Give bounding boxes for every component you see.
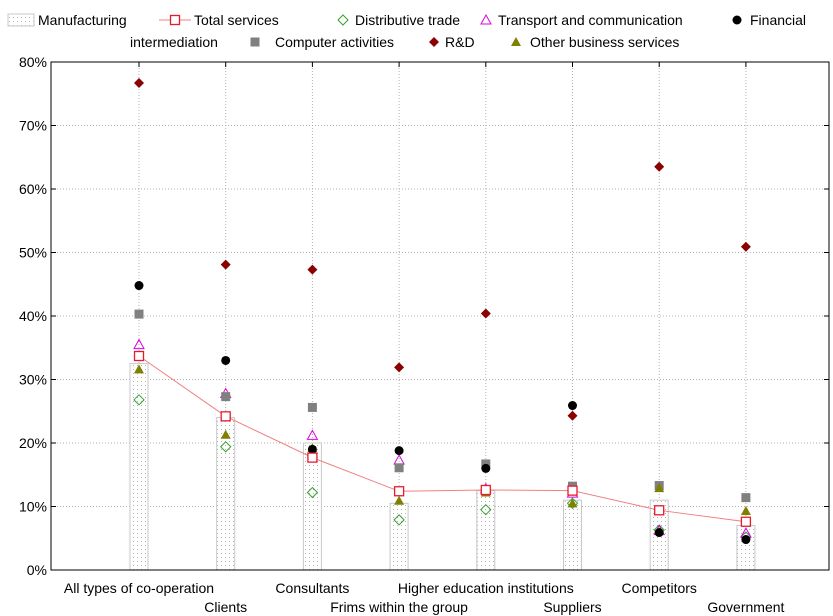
point-r-d [307,264,318,275]
point-computer-activities [307,402,317,412]
y-tick-label: 40% [19,308,47,324]
point-total-services [307,452,318,463]
legend-symbol [169,14,181,26]
point-financial-intermediation [481,463,491,473]
point-other-business-services [654,483,665,493]
point-r-d [567,410,578,421]
point-r-d [740,241,751,252]
point-financial-intermediation [654,528,664,538]
x-tick-label: Consultants [275,580,349,596]
point-other-business-services [134,364,144,374]
point-total-services [393,486,405,497]
bar-manufacturing [476,490,496,571]
legend-label: Computer activities [275,34,394,50]
legend-label: Manufacturing [38,12,127,28]
point-total-services [220,411,231,422]
point-r-d [480,308,491,319]
point-other-business-services [394,495,405,505]
legend-symbol [429,37,439,47]
legend-symbol [250,37,260,47]
point-r-d [654,161,665,172]
point-financial-intermediation [221,355,231,365]
x-tick-label: Government [707,599,784,615]
legend: Manufacturing Total services Distributive … [7,12,806,50]
x-tick-label: All types of co-operation [64,580,214,596]
bar-manufacturing [389,502,409,571]
legend-symbol [337,14,349,26]
point-r-d [220,259,231,270]
legend-label: Other business services [530,34,679,50]
legend-label-line: Financial [750,12,806,28]
point-financial-intermediation [307,444,317,454]
point-computer-activities [134,309,144,319]
legend-label: Distributive trade [355,12,460,28]
point-financial-intermediation [568,401,577,411]
bar-manufacturing [216,417,236,571]
point-total-services [740,516,752,527]
point-distributive-trade [566,497,579,510]
y-tick-label: 30% [19,372,47,388]
y-tick-label: 60% [19,181,47,197]
y-tick-label: 20% [19,435,47,451]
point-distributive-trade [480,503,492,516]
point-distributive-trade [133,394,145,406]
point-total-services [567,485,578,496]
point-distributive-trade [306,486,319,499]
x-tick-label: Suppliers [543,599,601,615]
legend-label-line: intermediation [130,34,218,50]
legend-label: Total services [194,12,279,28]
legend-label: Transport and communication [498,12,683,28]
point-computer-activities [221,392,231,402]
x-tick-label: Clients [204,599,247,615]
point-total-services [133,350,145,362]
x-tick-label: Higher education institutions [398,580,574,596]
point-financial-intermediation [741,535,751,545]
y-tick-label: 10% [19,499,47,515]
x-tick-label: Competitors [621,580,696,596]
point-other-business-services [740,505,751,515]
point-distributive-trade [219,441,232,453]
legend-label: R&D [445,34,475,50]
point-financial-intermediation [134,281,144,291]
plot-area [51,62,829,570]
y-tick-label: 0% [27,562,47,578]
line-total-services [138,355,746,523]
point-computer-activities [741,493,751,503]
point-distributive-trade [393,514,405,526]
point-r-d [134,77,144,88]
y-tick-label: 70% [19,118,47,134]
point-total-services [654,505,665,516]
point-financial-intermediation [394,446,404,456]
point-computer-activities [394,463,404,473]
y-tick-label: 50% [19,245,47,261]
y-tick-label: 80% [19,54,47,70]
legend-symbol [732,15,742,25]
point-transport-and-communication [133,338,145,350]
point-r-d [394,362,405,373]
point-other-business-services [220,429,231,439]
legend-symbol [480,13,492,25]
point-transport-and-communication [306,429,319,440]
point-other-business-services [567,498,578,508]
x-tick-label: Frims within the group [330,599,468,615]
bar-manufacturing [563,499,582,571]
point-total-services [480,484,491,496]
legend-label: Financial intermediation [130,12,806,50]
legend-symbol [7,13,35,27]
legend-symbol [511,37,521,46]
plot-frame [50,61,830,571]
